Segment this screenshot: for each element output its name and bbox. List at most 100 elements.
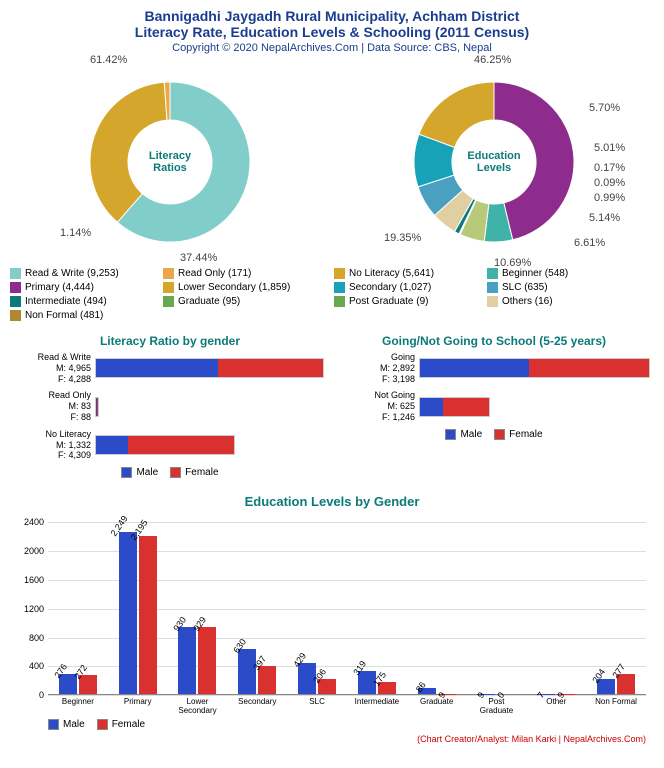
hbar-label: Not GoingM: 625F: 1,246: [334, 390, 419, 422]
vbar-pair: 2,2492,195: [114, 532, 162, 694]
vbar-legend: Male Female: [48, 719, 656, 730]
hbar-female: [218, 359, 323, 377]
hbar-female: [443, 398, 489, 416]
donut-row: LiteracyRatios 61.42%1.14%37.44% Read & …: [8, 62, 656, 324]
legend-male: Male: [63, 719, 85, 730]
hbar-male: [420, 359, 529, 377]
donut-outer-label: 5.01%: [594, 142, 625, 154]
vbar-pair: 90: [472, 694, 520, 695]
hbar-male: [420, 398, 443, 416]
vbar-female: 206: [318, 679, 336, 694]
legend-item: Lower Secondary (1,859): [163, 282, 308, 293]
vbar-male: 2,249: [119, 532, 137, 694]
xlabel: Beginner: [54, 697, 102, 715]
vbar-male: 930: [178, 627, 196, 694]
vbar-male: 9: [477, 694, 495, 695]
legend-female: Female: [509, 429, 542, 440]
ytick: 1200: [10, 604, 44, 614]
xlabel: Primary: [114, 697, 162, 715]
education-donut-block: EducationLevels 46.25%19.35%10.69%5.70%5…: [334, 62, 654, 324]
hbar-label: Read OnlyM: 83F: 88: [10, 390, 95, 422]
donut-outer-label: 61.42%: [90, 54, 127, 66]
literacy-donut: LiteracyRatios 61.42%1.14%37.44%: [70, 62, 270, 262]
vbar-male: 7: [537, 694, 555, 695]
education-donut: EducationLevels 46.25%19.35%10.69%5.70%5…: [394, 62, 594, 262]
xlabel: Secondary: [233, 697, 281, 715]
legend-item: Read Only (171): [163, 268, 308, 279]
vbar-chart: 040080012001600200024002762722,2492,1959…: [48, 515, 646, 695]
donut-outer-label: 6.61%: [574, 237, 605, 249]
legend-item: Others (16): [487, 296, 632, 307]
title-line1: Bannigadhi Jaygadh Rural Municipality, A…: [8, 8, 656, 24]
legend-male: Male: [460, 429, 482, 440]
donut-outer-label: 0.09%: [594, 177, 625, 189]
legend-item: Primary (4,444): [10, 282, 155, 293]
hbar-legend-right: Male Female: [334, 429, 654, 440]
vbar-pair: 630397: [233, 649, 281, 694]
legend-item: Secondary (1,027): [334, 282, 479, 293]
vbar-male: 630: [238, 649, 256, 694]
hbar-group: GoingM: 2,892F: 3,198: [334, 352, 654, 384]
xlabel: Intermediate: [353, 697, 401, 715]
legend-male: Male: [136, 467, 158, 478]
vbar-pair: 429206: [293, 663, 341, 694]
chart-container: Bannigadhi Jaygadh Rural Municipality, A…: [0, 0, 664, 752]
vbar-pair: 276272: [54, 674, 102, 694]
vbar-female: 277: [617, 674, 635, 694]
vbar-female: 397: [258, 666, 276, 695]
ytick: 2400: [10, 517, 44, 527]
vbar-pair: 79: [532, 694, 580, 695]
schooling-title: Going/Not Going to School (5-25 years): [334, 334, 654, 348]
vbar-male: 86: [418, 688, 436, 694]
legend-female: Female: [185, 467, 218, 478]
ytick: 800: [10, 633, 44, 643]
donut-outer-label: 1.14%: [60, 227, 91, 239]
header: Bannigadhi Jaygadh Rural Municipality, A…: [8, 8, 656, 54]
legend-item: Post Graduate (9): [334, 296, 479, 307]
education-center-label: EducationLevels: [467, 150, 520, 174]
literacy-by-gender-block: Literacy Ratio by gender Read & WriteM: …: [10, 334, 330, 478]
vbar-female: 9: [438, 694, 456, 695]
credit: (Chart Creator/Analyst: Milan Karki | Ne…: [8, 734, 646, 744]
legend-item: Beginner (548): [487, 268, 632, 279]
vbar-female: 2,195: [139, 536, 157, 694]
literacy-center-label: LiteracyRatios: [149, 150, 191, 174]
education-legend: No Literacy (5,641) Beginner (548) Seconda…: [334, 268, 654, 310]
education-by-gender-section: Education Levels by Gender 0400800120016…: [8, 494, 656, 744]
legend-item: Non Formal (481): [10, 310, 155, 321]
vbar-pair: 930929: [173, 627, 221, 694]
ytick: 1600: [10, 575, 44, 585]
hbar-male: [96, 436, 128, 454]
vbar-pair: 319175: [353, 671, 401, 694]
donut-outer-label: 10.69%: [494, 257, 531, 269]
vbar-female: 929: [198, 627, 216, 694]
hbar-female: [128, 436, 233, 454]
legend-item: Read & Write (9,253): [10, 268, 155, 279]
legend-item: Intermediate (494): [10, 296, 155, 307]
ytick: 0: [10, 690, 44, 700]
vbar-male: 204: [597, 679, 615, 694]
literacy-legend: Read & Write (9,253) Read Only (171) Prima…: [10, 268, 330, 324]
schooling-block: Going/Not Going to School (5-25 years) G…: [334, 334, 654, 478]
legend-female: Female: [112, 719, 145, 730]
xlabel: Non Formal: [592, 697, 640, 715]
title-line2: Literacy Rate, Education Levels & School…: [8, 24, 656, 40]
hbar-group: Read & WriteM: 4,965F: 4,288: [10, 352, 330, 384]
xlabel: Graduate: [413, 697, 461, 715]
donut-outer-label: 37.44%: [180, 252, 217, 264]
hbar-label: No LiteracyM: 1,332F: 4,309: [10, 429, 95, 461]
subtitle: Copyright © 2020 NepalArchives.Com | Dat…: [8, 42, 656, 54]
literacy-donut-block: LiteracyRatios 61.42%1.14%37.44% Read & …: [10, 62, 330, 324]
vbar-pair: 869: [413, 688, 461, 694]
hbar-female: [97, 398, 98, 416]
donut-outer-label: 19.35%: [384, 232, 421, 244]
xlabel: Lower Secondary: [173, 697, 221, 715]
legend-item: No Literacy (5,641): [334, 268, 479, 279]
donut-outer-label: 0.17%: [594, 162, 625, 174]
hbar-group: Not GoingM: 625F: 1,246: [334, 390, 654, 422]
ytick: 400: [10, 661, 44, 671]
hbar-legend-left: Male Female: [10, 467, 330, 478]
donut-outer-label: 0.99%: [594, 192, 625, 204]
vbar-female: 175: [378, 682, 396, 695]
donut-outer-label: 5.70%: [589, 102, 620, 114]
